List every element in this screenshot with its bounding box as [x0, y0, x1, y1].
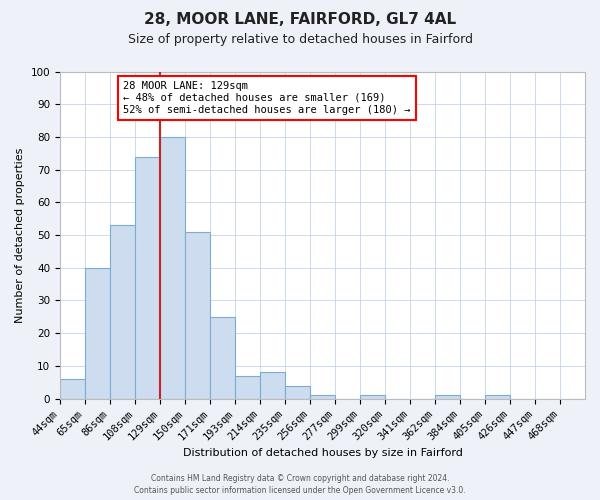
- Bar: [135, 156, 160, 398]
- Bar: [60, 379, 85, 398]
- Y-axis label: Number of detached properties: Number of detached properties: [15, 148, 25, 323]
- Bar: [310, 396, 335, 398]
- Bar: [360, 396, 385, 398]
- Bar: [110, 226, 135, 398]
- Bar: [85, 268, 110, 398]
- Bar: [260, 372, 285, 398]
- Bar: [485, 396, 510, 398]
- Bar: [285, 386, 310, 398]
- Text: 28, MOOR LANE, FAIRFORD, GL7 4AL: 28, MOOR LANE, FAIRFORD, GL7 4AL: [144, 12, 456, 28]
- Text: Size of property relative to detached houses in Fairford: Size of property relative to detached ho…: [128, 32, 473, 46]
- Bar: [235, 376, 260, 398]
- Bar: [435, 396, 460, 398]
- Bar: [160, 137, 185, 398]
- Bar: [210, 317, 235, 398]
- Text: Contains HM Land Registry data © Crown copyright and database right 2024.
Contai: Contains HM Land Registry data © Crown c…: [134, 474, 466, 495]
- X-axis label: Distribution of detached houses by size in Fairford: Distribution of detached houses by size …: [182, 448, 463, 458]
- Bar: [185, 232, 210, 398]
- Text: 28 MOOR LANE: 129sqm
← 48% of detached houses are smaller (169)
52% of semi-deta: 28 MOOR LANE: 129sqm ← 48% of detached h…: [123, 82, 410, 114]
